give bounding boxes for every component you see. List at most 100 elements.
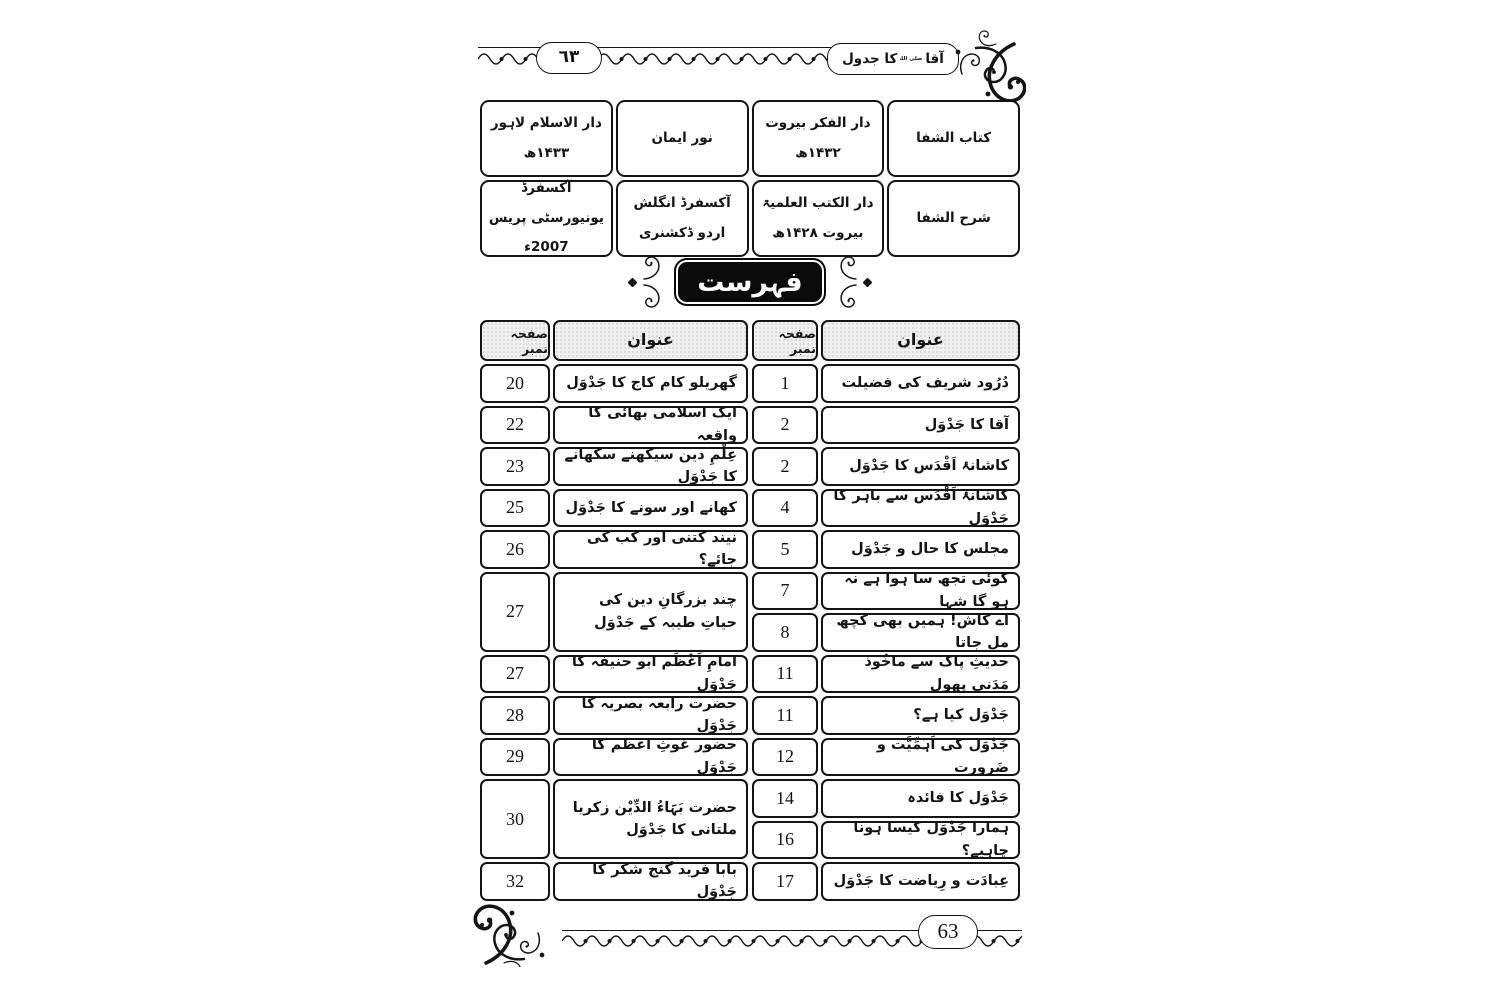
- toc-entry-title: ہمارا جَدْوَل کیسا ہونا چاہیے؟: [821, 820, 1020, 859]
- toc-column-right: عنوان صفحہ نمبر دُرُود شریف کی فضیلت 1 آ…: [752, 320, 1020, 904]
- toc-entry-page: 26: [480, 530, 550, 569]
- toc-entry-title: کھانے اور سونے کا جَدْوَل: [553, 488, 748, 527]
- toc-page-header: صفحہ نمبر: [480, 320, 550, 361]
- toc-entry-title: ایک اسلامی بھائی کا واقعہ: [553, 405, 748, 444]
- running-title-pre: آقا: [925, 51, 944, 67]
- reference-cell: دار الاسلام لاہور ۱۴۳۳ھ: [480, 100, 613, 177]
- sparkle-icon: [627, 277, 638, 287]
- page-footer: 63: [478, 903, 1022, 967]
- toc-entry-page: 7: [752, 571, 818, 610]
- contents-banner-box: فہرست: [674, 258, 826, 306]
- toc-row: کوئی تجھ سا ہوا ہے نہ ہو گا شہا 7: [752, 571, 1020, 610]
- toc-page-header: صفحہ نمبر: [752, 320, 818, 361]
- references-row: شرح الشفا دار الکتب العلمیۃ بیروت ۱۴۲۸ھ …: [480, 180, 1020, 257]
- references-table: کتاب الشفا دار الفکر بیروت ۱۴۳۲ھ نور ایم…: [480, 100, 1020, 260]
- toc-entry-title: کاشانۂ اَقْدَس سے باہَر کا جَدْوَل: [821, 488, 1020, 527]
- banner-floral-left-icon: [642, 253, 668, 311]
- toc-entry-title: بابا فرید گنج شکر کا جَدْوَل: [553, 862, 748, 901]
- toc-row: جَدْوَل کا فائدہ 14: [752, 779, 1020, 818]
- toc-row: مجلس کا حال و جَدْوَل 5: [752, 530, 1020, 569]
- toc-row: حضرت رابعہ بصریہ کا جَدْوَل 28: [480, 696, 748, 735]
- running-title-post: کا جدول: [842, 51, 898, 67]
- toc-grid: عنوان صفحہ نمبر دُرُود شریف کی فضیلت 1 آ…: [480, 320, 1020, 904]
- toc-row: بابا فرید گنج شکر کا جَدْوَل 32: [480, 862, 748, 901]
- toc-entry-page: 27: [480, 654, 550, 693]
- toc-row: حدیثِ پاک سے ماخُوذ مَدَنی پھول 11: [752, 654, 1020, 693]
- toc-entry-page: 11: [752, 696, 818, 735]
- toc-row: اے کاش! ہمیں بھی کچھ مل جاتا 8: [752, 613, 1020, 652]
- toc-entry-page: 4: [752, 488, 818, 527]
- toc-entry-page: 1: [752, 364, 818, 403]
- toc-entry-page: 14: [752, 779, 818, 818]
- reference-cell: کتاب الشفا: [887, 100, 1020, 177]
- toc-entry-page: 12: [752, 737, 818, 776]
- toc-entry-title: حضرت بَہَاءُ الدِّیْن زکریا ملتانی کا جَ…: [553, 779, 748, 859]
- page-header: ٦٣ آقا صلَّی اللہ تعالٰی علیہ واٰلہٖ وسل…: [478, 40, 1022, 98]
- toc-entry-title: حدیثِ پاک سے ماخُوذ مَدَنی پھول: [821, 654, 1020, 693]
- toc-entry-title: کاشانۂ اَقْدَس کا جَدْوَل: [821, 447, 1020, 486]
- toc-row: نیند کتنی اور کب کی جائے؟ 26: [480, 530, 748, 569]
- footer-page-number: 63: [937, 919, 959, 943]
- toc-entry-page: 22: [480, 405, 550, 444]
- toc-entry-page: 2: [752, 405, 818, 444]
- contents-banner: فہرست: [478, 255, 1022, 309]
- toc-entry-page: 27: [480, 571, 550, 652]
- header-rule-line: [478, 47, 835, 48]
- toc-title-header: عنوان: [553, 320, 748, 361]
- toc-entry-title: جَدْوَل کیا ہے؟: [821, 696, 1020, 735]
- toc-entry-page: 11: [752, 654, 818, 693]
- reference-cell: دار الفکر بیروت ۱۴۳۲ھ: [751, 100, 885, 177]
- toc-column-left: عنوان صفحہ نمبر گھریلو کام کاج کا جَدْوَ…: [480, 320, 748, 904]
- toc-entry-page: 16: [752, 820, 818, 859]
- toc-entry-page: 32: [480, 862, 550, 901]
- reference-cell: دار الکتب العلمیۃ بیروت ۱۴۲۸ھ: [751, 180, 885, 257]
- toc-header-row: عنوان صفحہ نمبر: [480, 320, 748, 361]
- toc-row: عِلْمِ دین سیکھنے سکھانے کا جَدْوَل 23: [480, 447, 748, 486]
- toc-entry-page: 30: [480, 779, 550, 859]
- footer-rule-line: [562, 930, 1022, 931]
- reference-cell: آکسفرڈ یونیورسٹی پریس 2007ء: [480, 180, 613, 257]
- header-page-number: ٦٣: [558, 47, 580, 67]
- toc-entry-title: نیند کتنی اور کب کی جائے؟: [553, 530, 748, 569]
- toc-row: کاشانۂ اَقْدَس کا جَدْوَل 2: [752, 447, 1020, 486]
- toc-entry-title: مجلس کا حال و جَدْوَل: [821, 530, 1020, 569]
- toc-entry-page: 8: [752, 613, 818, 652]
- toc-entry-title: عِلْمِ دین سیکھنے سکھانے کا جَدْوَل: [553, 447, 748, 486]
- toc-entry-page: 17: [752, 862, 818, 901]
- toc-entry-title: کوئی تجھ سا ہوا ہے نہ ہو گا شہا: [821, 571, 1020, 610]
- toc-row: گھریلو کام کاج کا جَدْوَل 20: [480, 364, 748, 403]
- toc-entry-title: دُرُود شریف کی فضیلت: [821, 364, 1020, 403]
- sparkle-icon: [862, 277, 873, 287]
- toc-entry-page: 29: [480, 737, 550, 776]
- toc-row: امامِ اَعْظَم ابو حنیفہ کا جَدْوَل 27: [480, 654, 748, 693]
- toc-row: دُرُود شریف کی فضیلت 1: [752, 364, 1020, 403]
- references-row: کتاب الشفا دار الفکر بیروت ۱۴۳۲ھ نور ایم…: [480, 100, 1020, 177]
- honorific-text: صلَّی اللہ تعالٰی علیہ واٰلہٖ وسلَّم: [900, 55, 923, 62]
- running-title-cartouche: آقا صلَّی اللہ تعالٰی علیہ واٰلہٖ وسلَّم…: [827, 43, 959, 75]
- toc-entry-title: حضرت رابعہ بصریہ کا جَدْوَل: [553, 696, 748, 735]
- toc-row: آقا کا جَدْوَل 2: [752, 405, 1020, 444]
- toc-entry-page: 2: [752, 447, 818, 486]
- reference-cell: آکسفرڈ انگلش اردو ڈکشنری: [615, 180, 749, 257]
- toc-row: ایک اسلامی بھائی کا واقعہ 22: [480, 405, 748, 444]
- toc-header-row: عنوان صفحہ نمبر: [752, 320, 1020, 361]
- toc-entry-title: عِبادَت و رِیاضت کا جَدْوَل: [821, 862, 1020, 901]
- header-wave-ornament: [478, 51, 835, 67]
- toc-entry-page: 5: [752, 530, 818, 569]
- toc-entry-page: 28: [480, 696, 550, 735]
- reference-cell: نور ایمان: [615, 100, 749, 177]
- toc-row: کھانے اور سونے کا جَدْوَل 25: [480, 488, 748, 527]
- contents-banner-title: فہرست: [697, 266, 803, 298]
- toc-row: جَدْوَل کیا ہے؟ 11: [752, 696, 1020, 735]
- toc-entry-title: جَدْوَل کا فائدہ: [821, 779, 1020, 818]
- header-page-number-badge: ٦٣: [536, 42, 602, 74]
- toc-entry-title: آقا کا جَدْوَل: [821, 405, 1020, 444]
- toc-row: چند بزرگانِ دین کی حیاتِ طیبہ کے جَدْوَل…: [480, 571, 748, 652]
- toc-entry-title: جَدْوَل کی اَہَمِّیَّت و ضَرورت: [821, 737, 1020, 776]
- toc-entry-title: گھریلو کام کاج کا جَدْوَل: [553, 364, 748, 403]
- toc-entry-page: 23: [480, 447, 550, 486]
- toc-entry-page: 25: [480, 488, 550, 527]
- banner-floral-right-icon: [832, 253, 858, 311]
- toc-entry-title: اے کاش! ہمیں بھی کچھ مل جاتا: [821, 613, 1020, 652]
